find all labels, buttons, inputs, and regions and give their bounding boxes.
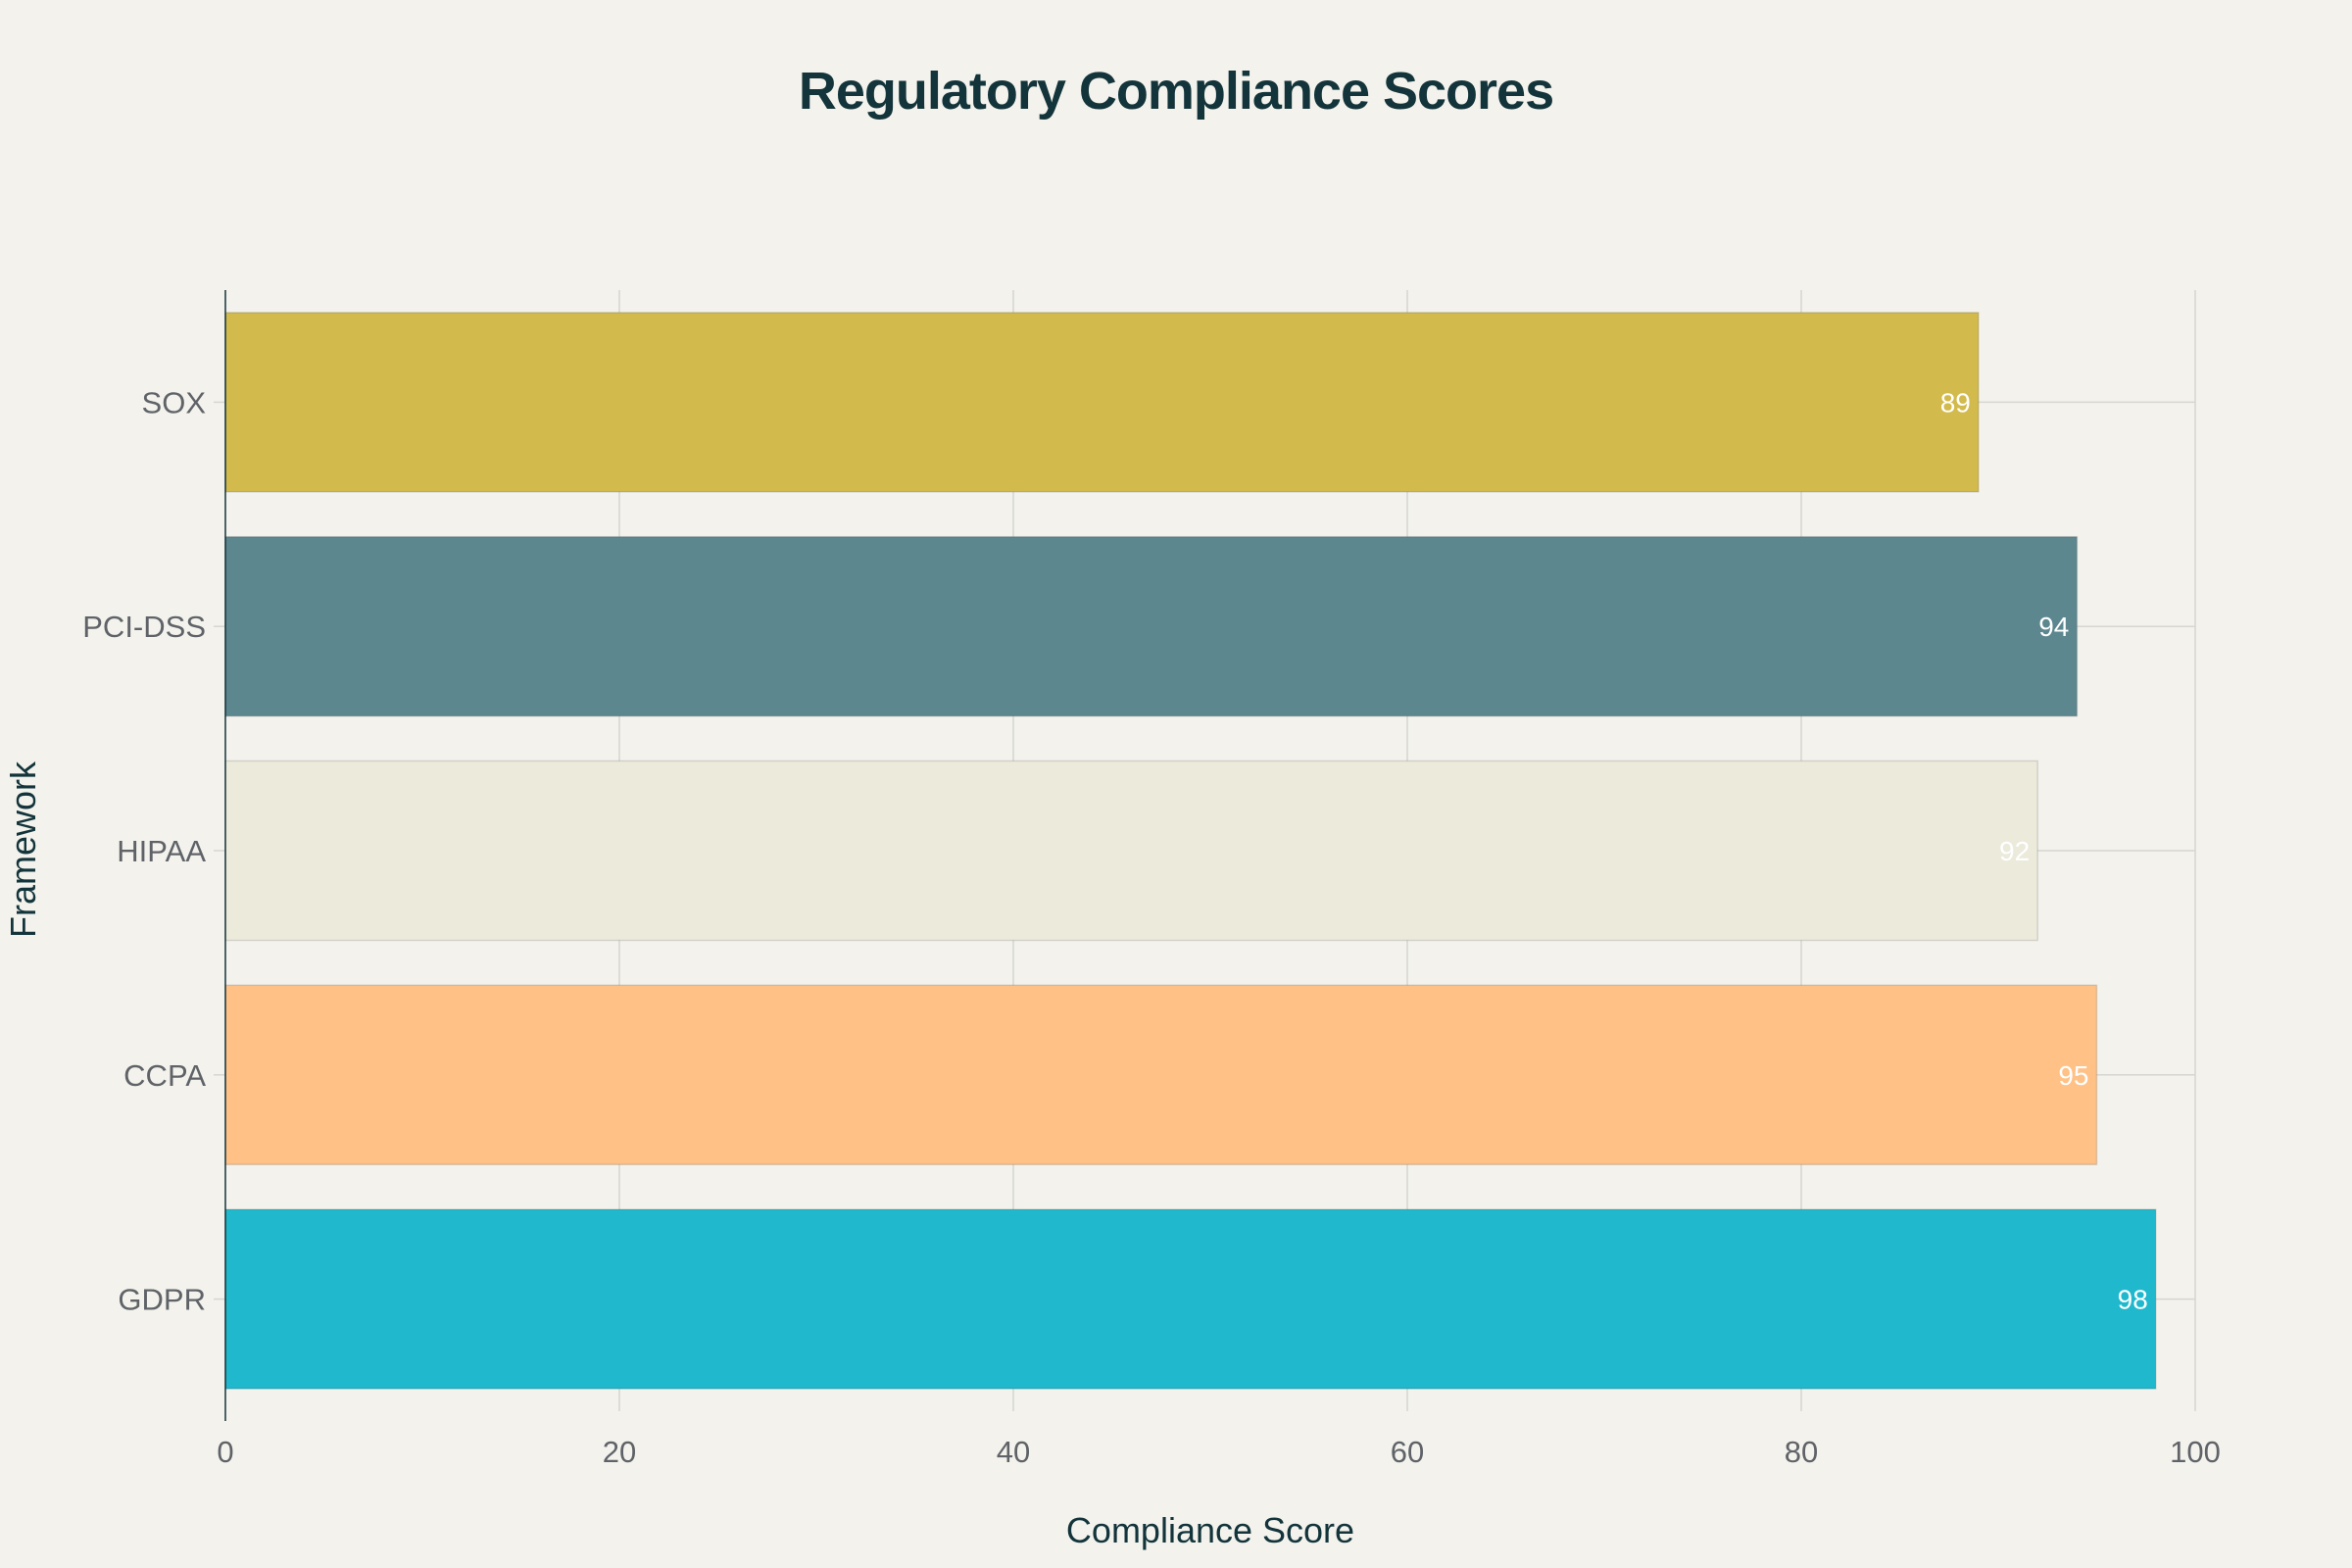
x-tick-label: 40 xyxy=(997,1435,1030,1469)
axes xyxy=(214,290,226,1421)
x-tick-label: 100 xyxy=(2170,1435,2221,1469)
bar-pci-dss xyxy=(224,535,2079,717)
data-label: 95 xyxy=(2058,1060,2088,1091)
bar-ccpa xyxy=(224,984,2098,1166)
chart-title: Regulatory Compliance Scores xyxy=(798,62,1554,121)
x-axis-title: Compliance Score xyxy=(1066,1510,1354,1550)
y-tick-label: PCI-DSS xyxy=(82,610,206,644)
y-tick-label: GDPR xyxy=(118,1283,206,1317)
data-label: 92 xyxy=(1999,836,2030,866)
y-tick-label: CCPA xyxy=(123,1058,206,1093)
x-tick-label: 20 xyxy=(603,1435,636,1469)
x-tick-label: 0 xyxy=(217,1435,233,1469)
y-axis-title: Framework xyxy=(3,760,43,938)
bar-hipaa xyxy=(224,760,2038,942)
bars xyxy=(224,312,2157,1390)
data-label: 98 xyxy=(2118,1285,2148,1315)
labels: 0 20 40 60 80 100 98 GDPR 95 CCPA 92 HIPAA 94 PCI-DSS… xyxy=(82,385,2221,1469)
y-tick-label: SOX xyxy=(142,385,207,419)
y-tick-label: HIPAA xyxy=(117,834,206,868)
x-tick-label: 60 xyxy=(1391,1435,1424,1469)
data-label: 89 xyxy=(1940,387,1971,417)
bar-sox xyxy=(224,312,1980,493)
data-label: 94 xyxy=(2038,612,2069,642)
x-tick-label: 80 xyxy=(1785,1435,1818,1469)
bar-gdpr xyxy=(224,1208,2157,1390)
